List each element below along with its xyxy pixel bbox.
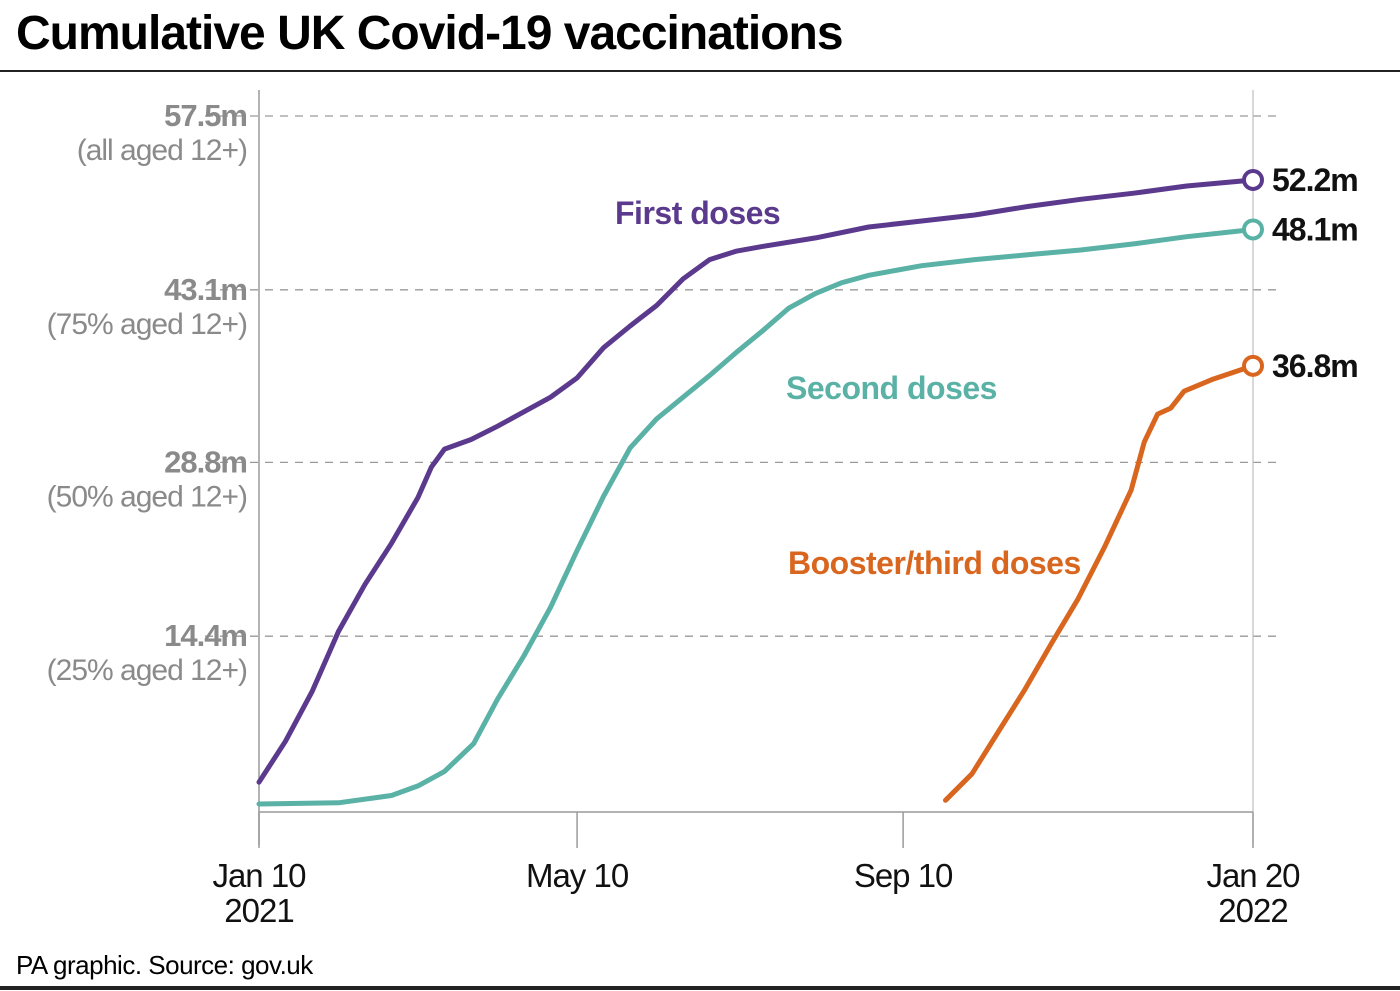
y-tick-sublabel: (75% aged 12+) — [47, 308, 247, 341]
series-endpoint-first — [1242, 168, 1264, 191]
series-end-value-second: 48.1m — [1272, 211, 1358, 247]
y-tick-label: 57.5m — [164, 98, 247, 133]
y-tick-sublabel: (all aged 12+) — [77, 134, 247, 167]
series-end-value-booster: 36.8m — [1272, 348, 1358, 384]
y-tick-label: 43.1m — [164, 272, 247, 307]
y-tick-label: 28.8m — [164, 444, 247, 479]
x-tick-label: Jan 20 — [1206, 857, 1300, 894]
label-layer: 52.2m First doses 48.1m Second doses 36.8m Bo… — [615, 162, 1359, 581]
title-divider — [0, 70, 1400, 72]
bottom-divider — [0, 986, 1400, 990]
series-endpoint-booster — [1242, 354, 1264, 377]
series-line-booster — [943, 363, 1256, 803]
grid-layer — [205, 115, 1280, 637]
y-tick-sublabel: (25% aged 12+) — [47, 654, 247, 687]
series-line-first — [256, 177, 1256, 785]
x-tick-sublabel: 2022 — [1218, 892, 1287, 929]
y-tick-label: 14.4m — [164, 618, 247, 653]
x-tick-label: Sep 10 — [854, 857, 953, 894]
series-endpoint-second — [1242, 218, 1264, 241]
source-credit: PA graphic. Source: gov.uk — [16, 950, 313, 980]
series-label-second: Second doses — [786, 370, 997, 406]
y-tick-sublabel: (50% aged 12+) — [47, 480, 247, 513]
series-label-first: First doses — [615, 195, 780, 231]
series-end-value-first: 52.2m — [1272, 162, 1358, 198]
x-tick-sublabel: 2021 — [224, 892, 293, 929]
series-label-booster: Booster/third doses — [788, 545, 1081, 581]
x-tick-label: May 10 — [526, 857, 629, 894]
x-tick-label: Jan 10 — [212, 857, 306, 894]
series-line-second — [256, 227, 1256, 807]
series-layer — [256, 168, 1264, 807]
axis-layer: 14.4m(25% aged 12+) 28.8m(50% aged 12+) 43… — [47, 90, 1301, 929]
chart-title: Cumulative UK Covid-19 vaccinations — [16, 7, 844, 60]
